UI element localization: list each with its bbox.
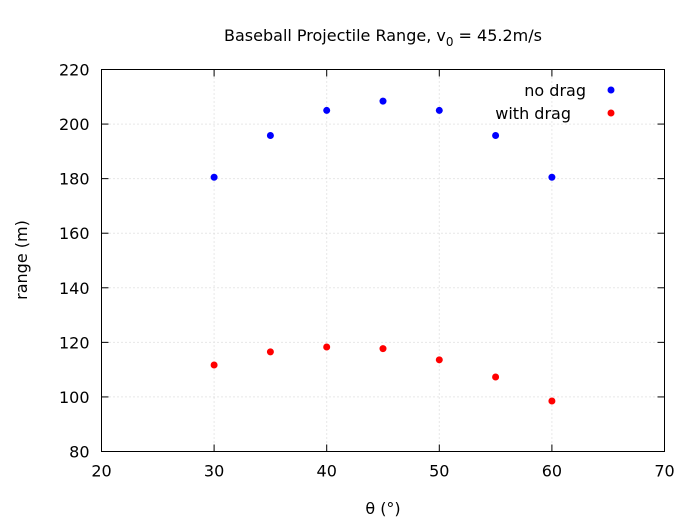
chart-title-suffix: = 45.2m/s [453,26,542,45]
legend-marker-with-drag [607,109,615,117]
data-points [210,97,556,405]
data-point-with-drag [266,348,274,356]
data-point-no-drag [323,106,331,114]
chart-title-main: Baseball Projectile Range, v [224,26,446,45]
legend: no drag with drag [495,81,615,123]
x-tick-label: 20 [91,462,111,481]
legend-marker-no-drag [607,86,615,94]
y-tick-label: 200 [59,115,90,134]
data-point-no-drag [548,173,556,181]
y-tick-label: 220 [59,61,90,80]
legend-label-no-drag: no drag [524,81,586,100]
y-tick-label: 80 [69,443,89,462]
data-point-no-drag [492,132,500,140]
data-point-with-drag [492,373,500,381]
chart-title-subscript: 0 [446,35,454,49]
x-tick-label: 30 [204,462,224,481]
y-tick-label: 180 [59,170,90,189]
y-tick-label: 100 [59,388,90,407]
data-point-no-drag [435,106,443,114]
x-tick-label: 50 [429,462,449,481]
data-point-with-drag [323,343,331,351]
chart-title: Baseball Projectile Range, v0 = 45.2m/s [224,26,542,49]
data-point-with-drag [379,345,387,353]
x-tick-label: 60 [542,462,562,481]
data-point-with-drag [548,397,556,405]
data-point-no-drag [266,132,274,140]
y-tick-label: 160 [59,224,90,243]
legend-label-with-drag: with drag [495,104,571,123]
y-tick-label: 140 [59,279,90,298]
data-point-with-drag [435,356,443,364]
grid [101,69,665,452]
data-point-no-drag [379,97,387,105]
x-axis-label: θ (°) [365,499,400,518]
y-tick-label: 120 [59,333,90,352]
plot-frame [101,69,665,452]
axis-ticks: 20 30 40 50 60 70 80 100 120 140 160 180 200 220 [59,61,675,481]
y-axis-label: range (m) [12,220,31,300]
x-tick-label: 40 [317,462,337,481]
x-tick-label: 70 [654,462,674,481]
data-point-no-drag [210,173,218,181]
data-point-with-drag [210,361,218,369]
